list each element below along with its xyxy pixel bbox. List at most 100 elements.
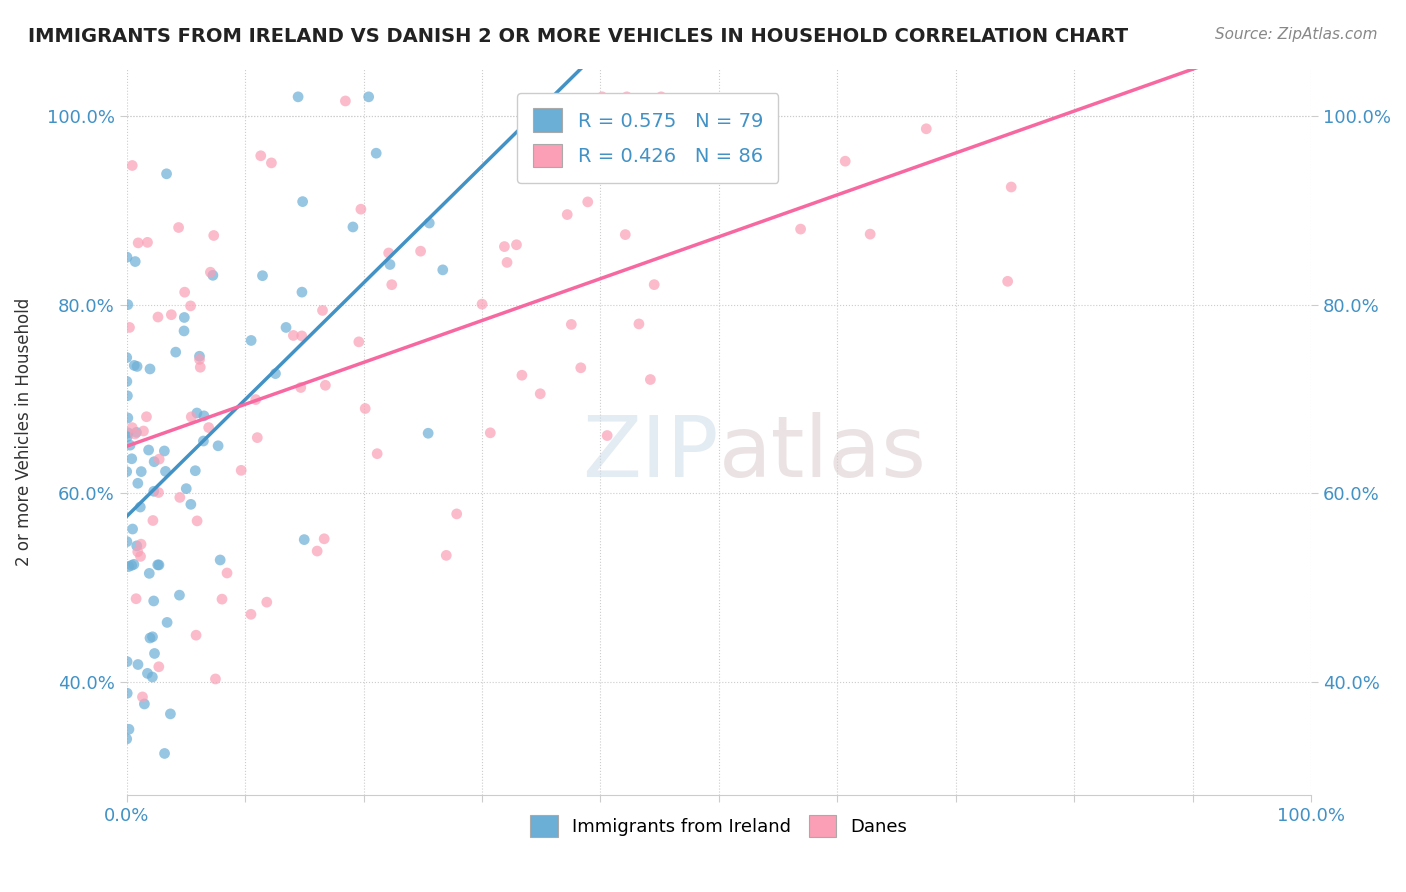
Point (136, 235, 159, 250)
Point (207, 439, 229, 453)
Point (174, 482, 197, 496)
Point (256, 595, 278, 609)
Point (591, 90, 613, 104)
Point (291, 329, 314, 343)
Point (155, 464, 177, 478)
Point (124, 427, 146, 442)
Legend: Immigrants from Ireland, Danes: Immigrants from Ireland, Danes (523, 808, 915, 845)
Point (446, 507, 468, 521)
Point (650, 90, 672, 104)
Point (201, 268, 224, 283)
Point (496, 255, 519, 269)
Point (148, 659, 170, 673)
Point (142, 484, 165, 499)
Point (141, 670, 163, 684)
Point (260, 156, 283, 170)
Point (366, 146, 388, 161)
Point (148, 485, 170, 500)
Point (121, 420, 143, 434)
Point (592, 161, 614, 175)
Point (834, 154, 856, 169)
Point (173, 324, 195, 338)
Point (117, 411, 139, 425)
Point (915, 121, 938, 136)
Point (135, 409, 157, 424)
Point (129, 500, 152, 514)
Point (555, 208, 578, 222)
Point (146, 310, 169, 324)
Y-axis label: 2 or more Vehicles in Household: 2 or more Vehicles in Household (15, 298, 32, 566)
Point (560, 318, 582, 332)
Point (1000, 180, 1022, 194)
Point (283, 328, 305, 343)
Point (239, 607, 262, 622)
Point (671, 170, 693, 185)
Point (342, 219, 364, 234)
Point (115, 686, 138, 700)
Point (117, 389, 139, 403)
Point (117, 429, 139, 443)
Point (215, 566, 238, 580)
Point (246, 431, 269, 445)
Point (354, 401, 377, 416)
Text: atlas: atlas (718, 412, 927, 495)
Point (188, 360, 211, 375)
Point (121, 522, 143, 536)
Point (209, 553, 232, 567)
Point (121, 451, 143, 466)
Point (142, 594, 165, 608)
Point (143, 455, 166, 469)
Point (160, 308, 183, 322)
Point (117, 425, 139, 440)
Point (129, 549, 152, 564)
Point (627, 317, 650, 331)
Point (291, 285, 314, 300)
Point (292, 533, 315, 547)
Point (200, 265, 222, 279)
Text: Source: ZipAtlas.com: Source: ZipAtlas.com (1215, 27, 1378, 42)
Point (156, 615, 179, 630)
Point (350, 202, 373, 217)
Point (596, 428, 619, 442)
Point (125, 591, 148, 606)
Point (529, 386, 551, 401)
Point (165, 345, 187, 359)
Point (169, 491, 191, 505)
Point (142, 514, 165, 528)
Point (721, 112, 744, 126)
Point (115, 465, 138, 479)
Point (366, 447, 388, 461)
Point (378, 258, 401, 272)
Point (576, 194, 599, 209)
Point (186, 514, 208, 528)
Point (479, 425, 502, 440)
Point (127, 476, 149, 491)
Point (138, 566, 160, 581)
Point (432, 263, 454, 277)
Point (146, 558, 169, 572)
Point (139, 631, 162, 645)
Point (127, 657, 149, 672)
Point (173, 310, 195, 325)
Point (117, 298, 139, 312)
Point (471, 297, 494, 311)
Point (264, 367, 287, 381)
Point (139, 362, 162, 376)
Point (122, 558, 145, 572)
Point (180, 299, 202, 313)
Point (125, 425, 148, 440)
Point (115, 534, 138, 549)
Point (115, 655, 138, 669)
Point (122, 359, 145, 373)
Point (418, 216, 440, 230)
Point (193, 409, 215, 423)
Point (193, 434, 215, 448)
Point (614, 227, 637, 242)
Point (314, 378, 336, 392)
Point (204, 672, 226, 686)
Point (314, 532, 336, 546)
Point (129, 465, 152, 479)
Point (143, 647, 166, 661)
Point (121, 159, 143, 173)
Point (115, 731, 138, 746)
